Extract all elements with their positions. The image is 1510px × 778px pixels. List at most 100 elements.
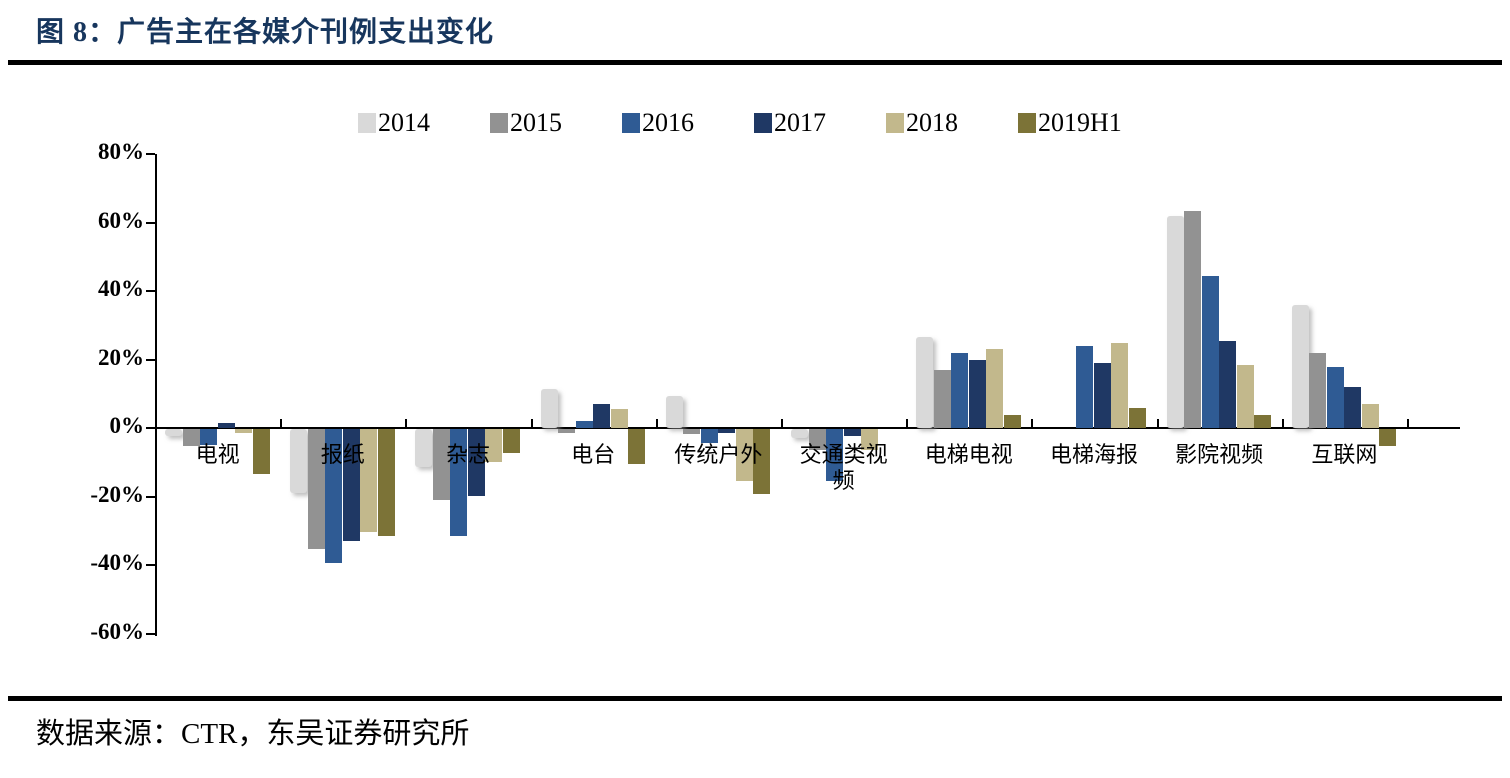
bar-2019H1-电台 [628, 429, 646, 464]
bar-2019H1-电梯电视 [1003, 414, 1021, 429]
bar-2016-报纸 [325, 429, 343, 563]
bar-2015-报纸 [307, 429, 325, 550]
bar-2015-电视 [182, 429, 200, 447]
bar-2018-影院视频 [1236, 364, 1254, 429]
bar-group-1: 电视 [155, 154, 280, 634]
bar-2018-电台 [610, 409, 628, 429]
y-axis-label: -20% [90, 481, 144, 507]
title-divider-rule [8, 60, 1502, 65]
legend-swatch-2014 [358, 113, 376, 133]
bar-2014-电台 [540, 388, 558, 429]
category-label: 电梯海报 [1031, 442, 1156, 467]
y-axis-tick [146, 290, 155, 293]
category-label: 电梯电视 [906, 442, 1031, 467]
bar-2018-电梯海报 [1111, 342, 1129, 429]
x-axis-tick [280, 419, 283, 428]
bar-2016-互联网 [1326, 366, 1344, 429]
bar-2017-报纸 [342, 429, 360, 541]
bar-2018-杂志 [485, 429, 503, 462]
x-axis-tick [781, 419, 783, 428]
category-label: 互联网 [1282, 442, 1407, 467]
y-axis-label: 80% [98, 139, 144, 164]
y-axis-tick [146, 221, 155, 224]
bar-2017-电梯电视 [968, 359, 986, 429]
y-axis-label: 60% [98, 207, 144, 233]
legend-label: 2016 [642, 108, 694, 137]
category-label-text: 电视 [195, 442, 240, 468]
bar-2016-电台 [575, 421, 593, 429]
bar-2016-传统户外 [700, 429, 718, 443]
y-axis-label: -40% [90, 550, 144, 576]
category-label-text: 杂志 [445, 442, 490, 468]
bar-2014-交通类视频 [791, 429, 809, 438]
bar-2018-互联网 [1361, 404, 1379, 429]
y-axis-tick [146, 427, 155, 430]
bar-2018-交通类视频 [861, 429, 879, 450]
legend-label: 2019H1 [1038, 108, 1122, 137]
bar-2014-报纸 [290, 429, 308, 493]
category-label: 交通类视频 [781, 442, 906, 493]
bar-2019H1-报纸 [377, 429, 395, 536]
bar-2014-影院视频 [1166, 215, 1184, 429]
legend-item-2019H1: 2019H1 [1018, 108, 1122, 138]
category-label-text: 影院视频 [1175, 442, 1264, 468]
y-axis-label: 40% [98, 276, 144, 302]
y-axis-label: -60% [90, 619, 144, 644]
bar-2018-电梯电视 [986, 349, 1004, 429]
bar-2016-电视 [200, 429, 218, 445]
y-axis-line [155, 154, 157, 636]
bar-group-8: 电梯海报 [1031, 154, 1156, 634]
bar-2015-传统户外 [683, 429, 701, 435]
bar-group-10: 互联网 [1282, 154, 1407, 634]
plot-area: 电视 报纸 杂志 电台 传统户外 交通类视频 电梯电视 电梯海报 影院视频 互联网 [146, 153, 1460, 636]
bar-group-5: 传统户外 [656, 154, 781, 634]
bar-2017-交通类视频 [843, 429, 861, 437]
bar-2018-传统户外 [735, 429, 753, 481]
chart-legend: 2014 2015 2016 2017 2018 2019H1 [358, 108, 1122, 138]
bar-2018-电视 [235, 429, 253, 433]
bar-2015-电台 [558, 429, 576, 433]
bar-2015-杂志 [432, 429, 450, 500]
bar-2016-交通类视频 [826, 429, 844, 481]
y-axis-tick [146, 153, 155, 155]
bar-2014-电视 [165, 429, 183, 437]
bar-2015-互联网 [1309, 352, 1327, 429]
x-axis-tick [405, 419, 408, 428]
category-label: 杂志 [405, 442, 530, 467]
x-axis-tick [155, 419, 157, 428]
bar-group-7: 电梯电视 [906, 154, 1031, 634]
y-axis-tick [146, 358, 155, 361]
bar-2014-互联网 [1291, 304, 1309, 429]
bar-2015-影院视频 [1184, 210, 1202, 429]
bar-2017-电台 [593, 404, 611, 429]
bar-2017-电视 [217, 423, 235, 429]
bar-group-6: 交通类视频 [781, 154, 906, 634]
bar-group-3: 杂志 [405, 154, 530, 634]
bar-2016-电梯电视 [951, 352, 969, 429]
bar-2019H1-影院视频 [1254, 414, 1272, 429]
bar-2017-电梯海报 [1093, 363, 1111, 429]
bar-2019H1-电梯海报 [1128, 407, 1146, 429]
category-label-text: 电梯电视 [924, 442, 1013, 468]
bar-2017-影院视频 [1219, 340, 1237, 429]
bar-2017-杂志 [467, 429, 485, 497]
legend-label: 2017 [774, 108, 826, 137]
page-title: 图 8：广告主在各媒介刊例支出变化 [36, 17, 495, 48]
legend-swatch-2018 [886, 113, 904, 133]
bar-2014-杂志 [415, 429, 433, 467]
x-axis-tick [906, 419, 909, 428]
legend-swatch-2016 [622, 113, 640, 133]
category-label-text: 报纸 [320, 442, 365, 468]
x-axis-tick [1281, 419, 1284, 428]
bar-2019H1-传统户外 [753, 429, 771, 495]
bar-group-2: 报纸 [280, 154, 405, 634]
legend-item-2014: 2014 [358, 108, 430, 138]
legend-swatch-2019H1 [1018, 113, 1036, 133]
bar-2016-电梯海报 [1076, 346, 1094, 429]
bar-2015-电梯电视 [933, 370, 951, 429]
category-label-text: 传统户外 [674, 442, 763, 468]
category-label: 报纸 [280, 442, 405, 467]
category-label: 影院视频 [1157, 442, 1282, 467]
bar-group-9: 影院视频 [1157, 154, 1282, 634]
legend-item-2016: 2016 [622, 108, 694, 138]
